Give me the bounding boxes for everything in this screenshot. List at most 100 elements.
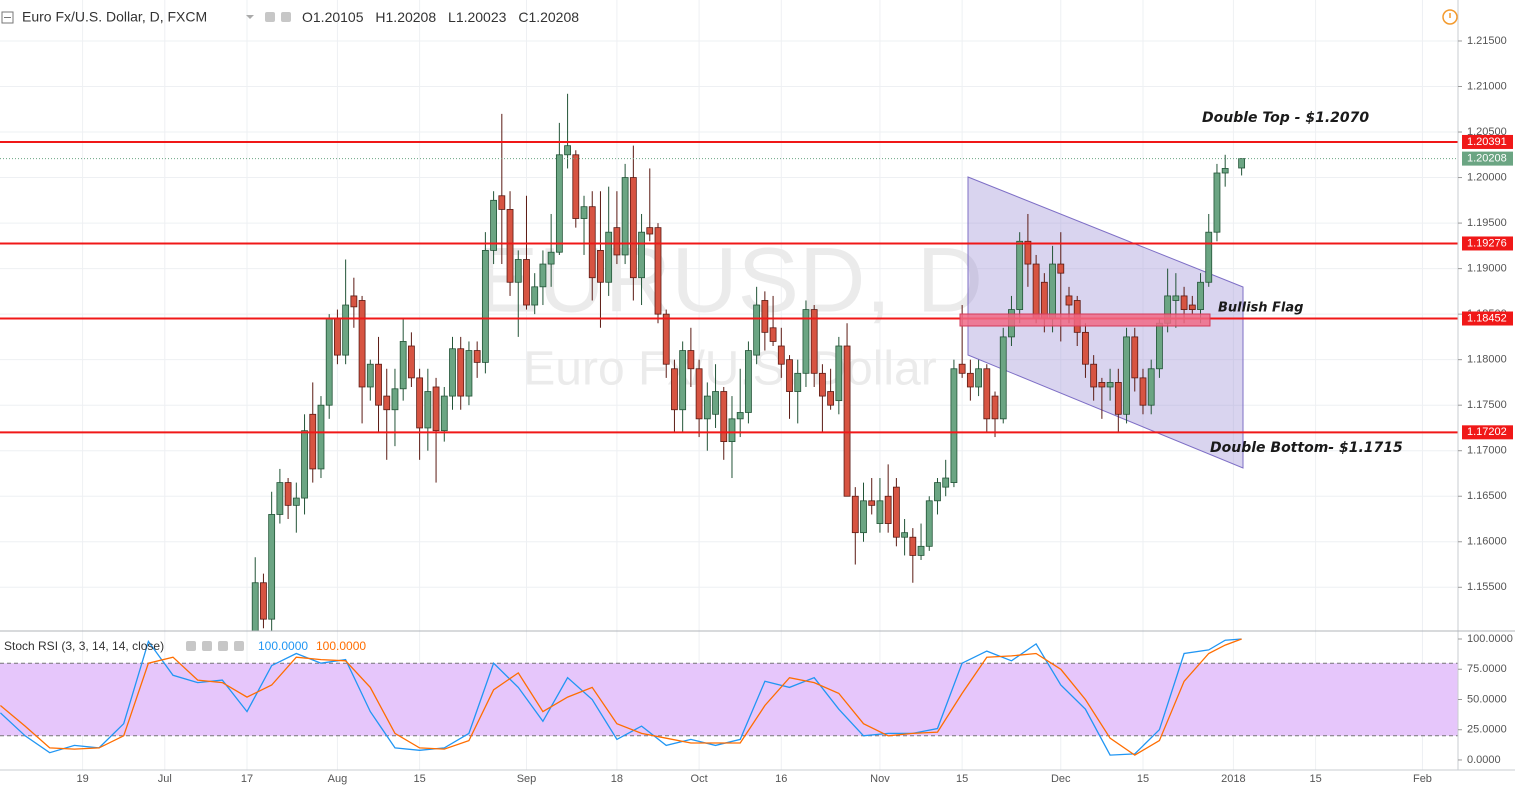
settings-icon[interactable]	[265, 12, 275, 22]
candle-body	[892, 486, 900, 538]
settings-icon[interactable]	[281, 12, 291, 22]
candle-body	[391, 388, 399, 411]
candle-body	[851, 495, 859, 534]
candle-body	[827, 391, 835, 406]
indicator-icon[interactable]	[218, 641, 228, 651]
candle-body	[662, 313, 670, 365]
candle-body	[1205, 231, 1213, 283]
candle-body	[720, 391, 728, 443]
candle-body	[860, 500, 867, 534]
candle-body	[966, 372, 974, 388]
candle-body	[934, 482, 941, 502]
candle-body	[1114, 382, 1122, 415]
ohlc-value: 1.20208	[386, 9, 437, 25]
candle-body	[350, 295, 358, 308]
indicator-icon[interactable]	[186, 641, 196, 651]
candle-body	[342, 304, 350, 356]
y-tick-label: 1.20500	[1467, 126, 1507, 138]
candle-body	[1040, 281, 1048, 320]
candle-body	[465, 350, 473, 397]
stoch-band	[0, 663, 1458, 736]
candle-body	[457, 348, 465, 397]
level-label: 1.18452	[1467, 312, 1507, 324]
x-tick-label: Oct	[691, 773, 708, 785]
candle-body	[407, 345, 415, 379]
candle-body	[654, 227, 662, 315]
y-tick-label: 25.0000	[1467, 724, 1507, 736]
candle-body	[876, 500, 884, 524]
candle-body	[1123, 336, 1130, 415]
candle-body	[276, 482, 284, 515]
symbol-title: Euro Fx/U.S. Dollar, D, FXCM	[22, 9, 207, 25]
y-tick-label: 1.19500	[1467, 217, 1507, 229]
collapse-icon[interactable]	[1, 11, 14, 24]
candle-body	[284, 482, 292, 506]
y-tick-label: 1.20000	[1467, 171, 1507, 183]
candle-body	[547, 251, 555, 265]
ohlc-value: 1.20023	[456, 9, 507, 25]
annotation: Bullish Flag	[1218, 301, 1303, 316]
legend-value: 100.0000	[258, 639, 308, 653]
candle-body	[991, 395, 999, 420]
watermark: EURUSD, D	[477, 229, 983, 331]
y-tick-label: 1.15500	[1467, 581, 1507, 593]
candle-body	[629, 177, 637, 279]
x-tick-label: 15	[956, 773, 968, 785]
candle-body	[564, 145, 571, 156]
level-tag	[1462, 134, 1513, 149]
candle-body	[835, 345, 843, 402]
candle-body	[506, 209, 514, 283]
candle-body	[1238, 158, 1246, 169]
candle-body	[942, 477, 950, 488]
level-tag	[1462, 311, 1513, 326]
candle-body	[375, 363, 382, 406]
candle-body	[810, 309, 818, 374]
candle-body	[424, 391, 432, 429]
candle-body	[251, 582, 259, 631]
candle-body	[983, 368, 991, 420]
x-tick-label: Dec	[1051, 773, 1071, 785]
last-price-tag	[1462, 151, 1513, 166]
candle-body	[761, 300, 769, 333]
candle-body	[309, 413, 317, 470]
candle-body	[1106, 382, 1114, 388]
candle-body	[901, 532, 908, 538]
support-zone	[959, 313, 1211, 327]
candle-body	[605, 231, 613, 283]
stoch-layer	[0, 638, 1458, 756]
y-tick-label: 50.0000	[1467, 693, 1507, 705]
stoch-line	[0, 638, 1242, 756]
candle-body	[1139, 377, 1147, 406]
candle-body	[523, 259, 530, 306]
candle-body	[383, 395, 391, 411]
last-price-label: 1.20208	[1467, 153, 1507, 165]
alert-icon[interactable]	[1442, 9, 1458, 25]
candle-body	[1180, 295, 1188, 310]
candle-body	[786, 359, 793, 392]
candle-body	[1090, 363, 1098, 388]
candle-body	[999, 336, 1007, 420]
y-tick-label: 1.21500	[1467, 35, 1507, 47]
dropdown-icon[interactable]	[246, 15, 254, 19]
candle-body	[325, 318, 333, 406]
y-tick-label: 1.18000	[1467, 354, 1507, 366]
candle-body	[753, 304, 761, 356]
candle-body	[317, 404, 325, 470]
x-tick-label: Feb	[1413, 773, 1432, 785]
candle-body	[769, 327, 777, 342]
ohlc-value: 1.20105	[313, 9, 364, 25]
candle-body	[794, 372, 802, 392]
candle-body	[687, 350, 695, 370]
indicator-icon[interactable]	[202, 641, 212, 651]
level-label: 1.17202	[1467, 426, 1507, 438]
candle-body	[679, 350, 687, 411]
candle-body	[1016, 240, 1024, 310]
annotation: Double Bottom- $1.1715	[1210, 440, 1403, 456]
candle-body	[802, 309, 810, 374]
indicator-icon[interactable]	[234, 641, 244, 651]
candle-body	[449, 348, 456, 397]
candle-body	[1098, 382, 1106, 388]
candle-body	[514, 259, 522, 283]
